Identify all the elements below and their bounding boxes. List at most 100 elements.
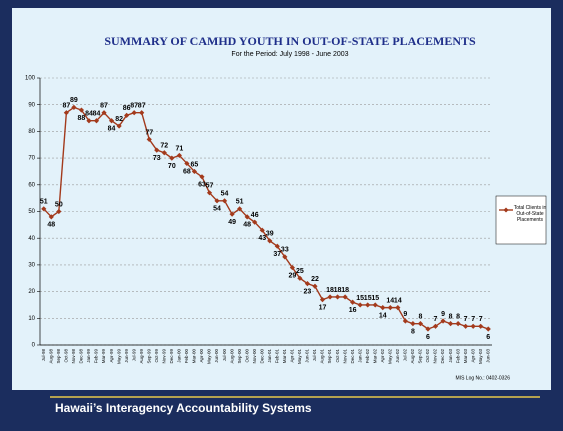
marker: [410, 321, 416, 327]
marker: [237, 206, 243, 212]
data-label: 39: [266, 231, 274, 238]
x-tick-label: Feb-00: [184, 349, 189, 364]
data-label: 46: [251, 212, 259, 219]
data-label: 86: [123, 105, 131, 112]
x-tick-label: Mar-02: [372, 349, 377, 364]
data-label: 7: [464, 316, 468, 323]
x-tick-label: Jul-98: [41, 349, 46, 362]
y-tick-label: 80: [28, 129, 35, 135]
x-tick-label: Apr-00: [199, 349, 204, 363]
marker: [93, 118, 100, 124]
x-tick-label: Jun-02: [395, 349, 400, 363]
marker: [274, 243, 280, 249]
x-tick-label: Sep-00: [237, 349, 242, 364]
x-tick-label: Apr-99: [109, 349, 114, 363]
data-label: 7: [434, 316, 438, 323]
note: MIS Log No.: 0402-0326: [456, 375, 511, 381]
marker: [63, 110, 69, 116]
data-label: 57: [206, 183, 214, 190]
y-tick-label: 10: [28, 316, 35, 322]
data-label: 14: [386, 297, 394, 304]
y-tick-label: 20: [28, 289, 35, 295]
y-tick-label: 60: [28, 182, 35, 188]
x-tick-label: Jan-99: [86, 349, 91, 363]
marker: [131, 110, 137, 116]
chart-subtitle: For the Period: July 1998 - June 2003: [231, 51, 348, 58]
x-tick-label: Feb-99: [94, 349, 99, 364]
data-label: 73: [153, 155, 161, 162]
x-tick-label: Oct-98: [64, 349, 69, 363]
data-label: 87: [130, 103, 138, 110]
marker: [357, 302, 363, 308]
marker: [124, 112, 130, 118]
legend-label: Total Clients in Out-of-State Placements: [514, 205, 547, 223]
marker: [139, 110, 145, 116]
data-label: 18: [326, 287, 334, 294]
x-tick-label: Oct-02: [425, 349, 430, 363]
data-label: 54: [213, 206, 221, 213]
marker: [78, 107, 85, 113]
marker: [417, 321, 424, 327]
x-tick-label: Jan-00: [177, 349, 182, 363]
x-tick-label: Dec-00: [259, 349, 264, 364]
x-tick-label: Oct-01: [335, 349, 340, 363]
marker: [282, 254, 288, 260]
data-label: 84: [93, 111, 101, 118]
data-label: 50: [55, 201, 63, 208]
marker: [244, 214, 250, 220]
data-label: 23: [304, 288, 312, 295]
x-tick-label: Sep-02: [418, 349, 423, 364]
x-tick-label: Jul-00: [222, 349, 227, 362]
x-tick-label: Nov-02: [433, 349, 438, 364]
marker: [206, 190, 213, 196]
marker: [289, 264, 295, 271]
x-tick-label: Jun-99: [124, 349, 129, 363]
data-label: 87: [100, 103, 108, 110]
data-label: 7: [471, 316, 475, 323]
x-tick-label: Aug-02: [410, 349, 415, 364]
data-label: 54: [221, 191, 229, 198]
data-label: 14: [379, 312, 387, 319]
marker: [395, 305, 401, 311]
marker: [478, 323, 484, 329]
marker: [463, 323, 469, 329]
marker: [297, 275, 303, 281]
plot: 0 10 20 30 40 50 60 70 80 90 100 Jul-98 Aug-98 Sep-98…: [25, 76, 546, 364]
x-tick-label: Oct-99: [154, 349, 159, 363]
y-tick-label: 100: [25, 76, 36, 82]
marker: [86, 118, 92, 124]
marker: [252, 219, 258, 225]
marker: [327, 294, 333, 300]
x-tick-label: May-00: [207, 349, 212, 365]
data-label: 6: [426, 334, 430, 341]
legend: Total Clients in Out-of-State Placements: [495, 195, 547, 245]
data-label: 37: [273, 251, 281, 258]
data-label: 82: [115, 116, 123, 123]
data-label: 48: [47, 222, 55, 229]
data-label: 63: [198, 182, 206, 189]
marker: [447, 321, 454, 327]
marker: [334, 294, 341, 300]
marker: [191, 168, 198, 175]
data-label: 70: [168, 163, 176, 170]
data-label: 8: [456, 313, 460, 320]
marker: [455, 321, 461, 327]
marker: [312, 283, 318, 289]
footer-text: Hawaii’s Interagency Accountability Syst…: [55, 401, 312, 415]
x-tick-label: Dec-02: [440, 349, 445, 364]
data-label: 84: [108, 126, 116, 133]
data-label: 29: [288, 272, 296, 279]
marker: [161, 150, 167, 156]
data-label: 25: [296, 268, 304, 275]
marker: [425, 326, 431, 332]
y-tick-label: 40: [28, 236, 35, 242]
x-tick-label: Apr-03: [470, 349, 475, 363]
x-tick-label: Jul-02: [403, 349, 408, 362]
data-label: 84: [85, 111, 93, 118]
x-tick-label: Dec-01: [350, 349, 355, 364]
x-tick-label: Jul-01: [312, 349, 317, 362]
x-tick-label: Jan-01: [267, 349, 272, 363]
x-tick-label: Nov-01: [342, 349, 347, 364]
